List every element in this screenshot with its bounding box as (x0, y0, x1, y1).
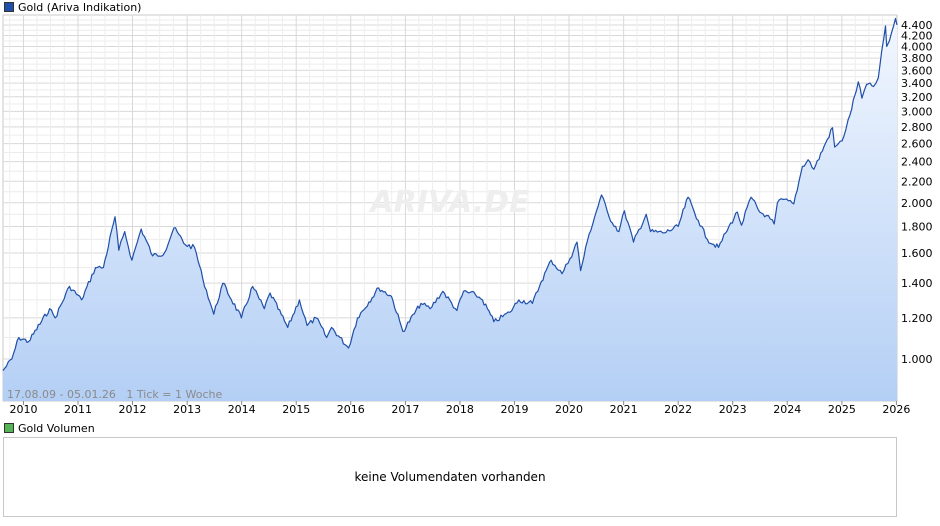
y-tick-label: 2.000 (901, 197, 933, 210)
x-tick-label: 2017 (391, 403, 419, 416)
y-tick-label: 1.000 (901, 353, 933, 366)
y-tick-label: 4.200 (901, 30, 933, 43)
x-tick-label: 2020 (555, 403, 583, 416)
x-tick-label: 2014 (228, 403, 256, 416)
legend-main-label: Gold (Ariva Indikation) (18, 0, 142, 14)
x-tick-label: 2015 (282, 403, 310, 416)
y-tick-label: 3.800 (901, 52, 933, 65)
legend-main-swatch (4, 2, 14, 12)
x-tick-label: 2024 (773, 403, 801, 416)
y-tick-label: 3.600 (901, 64, 933, 77)
volume-message: keine Volumendaten vorhanden (354, 470, 546, 484)
x-tick-label: 2010 (9, 403, 37, 416)
x-tick-label: 2019 (500, 403, 528, 416)
y-tick-label: 4.400 (901, 19, 933, 32)
x-tick-label: 2021 (610, 403, 638, 416)
y-tick-label: 3.400 (901, 77, 933, 90)
y-tick-label: 3.200 (901, 91, 933, 104)
y-tick-label: 2.400 (901, 156, 933, 169)
legend-main: Gold (Ariva Indikation) (4, 0, 141, 14)
legend-volume-swatch (4, 423, 14, 433)
price-line (2, 17, 898, 371)
y-tick-label: 1.800 (901, 221, 933, 234)
watermark: ARIVA.DE (368, 185, 530, 220)
legend-volume-label: Gold Volumen (18, 421, 95, 435)
y-tick-label: 3.000 (901, 105, 933, 118)
x-axis: 2010 2011 2012 2013 2014 2015 2016 2017 2018 2019… (9, 401, 910, 416)
price-area (3, 18, 897, 401)
x-tick-label: 2011 (64, 403, 92, 416)
y-tick-label: 2.800 (901, 121, 933, 134)
x-tick-label: 2013 (173, 403, 201, 416)
volume-panel: keine Volumendaten vorhanden (3, 437, 897, 517)
x-tick-label: 2018 (446, 403, 474, 416)
x-tick-label: 2026 (882, 403, 910, 416)
legend-volume: Gold Volumen (4, 421, 95, 435)
x-tick-label: 2012 (119, 403, 147, 416)
y-axis: 1.000 1.200 1.400 1.600 1.800 2.000 2.200 2.400… (901, 19, 933, 366)
x-tick-label: 2022 (664, 403, 692, 416)
price-chart: ARIVA.DE 1.000 1.200 1.400 1.600 1.800 2.000 2… (2, 14, 933, 416)
y-tick-label: 1.200 (901, 312, 933, 325)
x-tick-label: 2023 (719, 403, 747, 416)
x-tick-label: 2016 (337, 403, 365, 416)
y-tick-label: 1.600 (901, 247, 933, 260)
y-tick-label: 2.200 (901, 175, 933, 188)
range-info: 17.08.09 - 05.01.26 1 Tick = 1 Woche (7, 388, 223, 401)
y-tick-label: 1.400 (901, 277, 933, 290)
x-tick-label: 2025 (828, 403, 856, 416)
y-tick-label: 2.600 (901, 138, 933, 151)
y-tick-label: 4.000 (901, 41, 933, 54)
